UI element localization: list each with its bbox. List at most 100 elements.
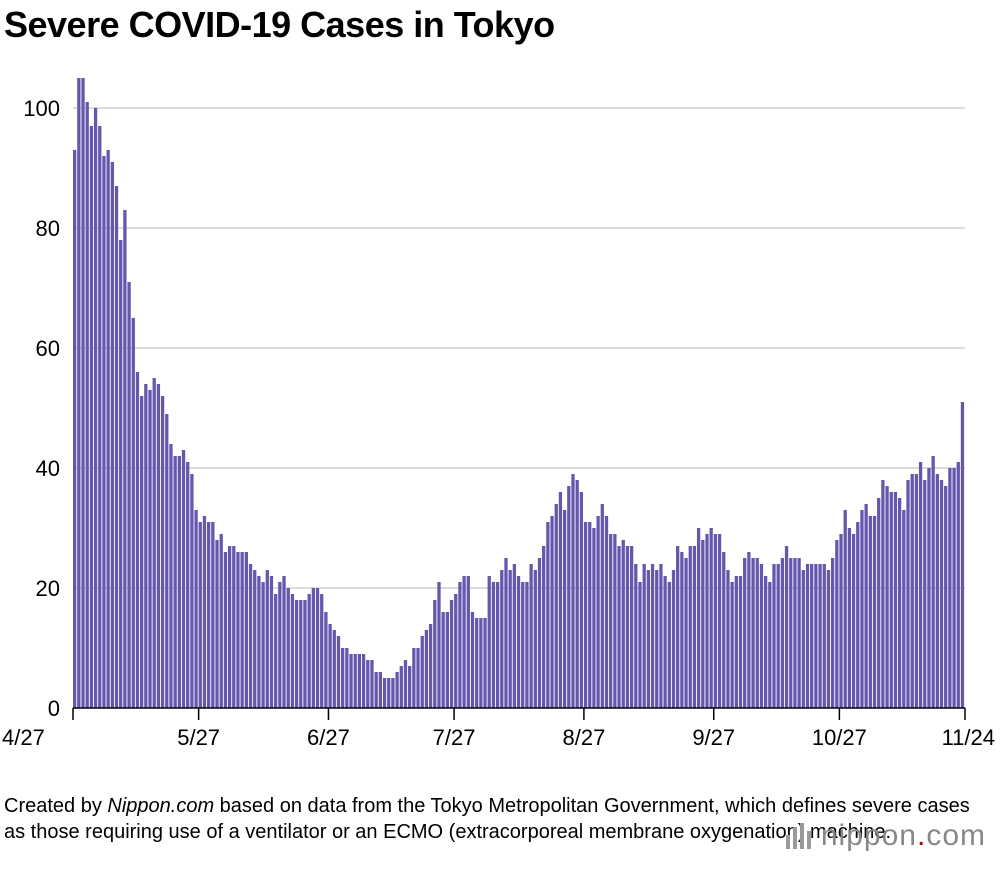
bar (403, 660, 408, 708)
bar (600, 504, 604, 708)
bar (763, 576, 768, 708)
bar (470, 612, 475, 708)
bar (692, 546, 697, 708)
bar (927, 468, 931, 708)
bar (487, 576, 491, 708)
bar (223, 552, 228, 708)
bar (320, 594, 324, 708)
bar (504, 558, 508, 708)
bar (747, 552, 751, 708)
bar (441, 612, 445, 708)
bar (642, 564, 646, 708)
bar (952, 468, 956, 708)
bar (114, 186, 119, 708)
credit-body: based on data from the Tokyo Metropolita… (4, 795, 970, 843)
bar (722, 552, 726, 708)
bar (860, 510, 864, 708)
bar (906, 480, 910, 708)
bar (299, 600, 303, 708)
bar (856, 522, 860, 708)
bar (801, 570, 805, 708)
y-tick-label: 0 (48, 696, 60, 721)
bar (428, 624, 433, 708)
credit-site-name: Nippon.com (107, 795, 215, 817)
bar (667, 582, 671, 708)
bar (93, 108, 98, 708)
bar (562, 510, 567, 708)
bar (232, 546, 236, 708)
logo-name: nippon (820, 819, 917, 852)
bar (240, 552, 244, 708)
bar (454, 594, 458, 708)
axes: 0 20 40 60 80 100 4/27 5/27 6/27 7/27 8/27 9/27 10/2… (2, 96, 995, 750)
bar (131, 318, 135, 708)
y-tick-label: 20 (36, 576, 60, 601)
bar (198, 522, 202, 708)
x-tick-label: 10/27 (812, 725, 867, 750)
bar (554, 504, 558, 708)
bar (596, 516, 600, 708)
bar (743, 558, 747, 708)
bar (755, 558, 759, 708)
severe-cases-bar-chart: 0 20 40 60 80 100 4/27 5/27 6/27 7/27 8/27 9/27 10/2… (2, 78, 995, 750)
bar (847, 528, 852, 708)
bar (366, 660, 370, 708)
bar (190, 474, 194, 708)
bar (466, 576, 470, 708)
bar (336, 636, 341, 708)
bar (818, 564, 822, 708)
bar (918, 462, 923, 708)
bar (822, 564, 826, 708)
bar (877, 498, 881, 708)
bar (512, 564, 517, 708)
logo-tld: com (926, 819, 986, 852)
bar (328, 624, 332, 708)
bar (395, 672, 399, 708)
bar (85, 102, 89, 708)
bar (119, 240, 123, 708)
bar (634, 564, 638, 708)
bar (671, 570, 676, 708)
bar (567, 486, 571, 708)
bar (780, 558, 785, 708)
bar (650, 564, 655, 708)
bar (437, 582, 441, 708)
bar (772, 564, 776, 708)
bar (102, 156, 106, 708)
gridlines (73, 107, 965, 589)
bar (805, 564, 810, 708)
bar (684, 558, 688, 708)
bar (89, 126, 94, 708)
bar (609, 534, 613, 708)
logo-dot: . (916, 819, 927, 852)
bar (303, 600, 307, 708)
bar (475, 618, 479, 708)
x-tick-label: 9/27 (692, 725, 735, 750)
bar (349, 654, 353, 708)
bar (709, 528, 713, 708)
bar (156, 384, 161, 708)
bar (207, 522, 211, 708)
bar (784, 546, 789, 708)
bar (186, 462, 190, 708)
y-tick-label: 100 (23, 96, 60, 121)
bar (542, 546, 546, 708)
bar (960, 402, 965, 708)
bar (341, 648, 345, 708)
bar (483, 618, 487, 708)
bar (872, 516, 877, 708)
x-tick-label: 5/27 (177, 725, 220, 750)
bar (307, 594, 311, 708)
bar (236, 552, 240, 708)
bar (571, 474, 575, 708)
chart-title: Severe COVID-19 Cases in Tokyo (4, 4, 555, 45)
bar (378, 672, 382, 708)
logo-bars-icon (785, 823, 811, 849)
bar (424, 630, 429, 708)
bar (663, 576, 667, 708)
bar (705, 534, 709, 708)
bar (776, 564, 780, 708)
bar (521, 582, 525, 708)
bar (420, 636, 424, 708)
bar (391, 678, 395, 708)
